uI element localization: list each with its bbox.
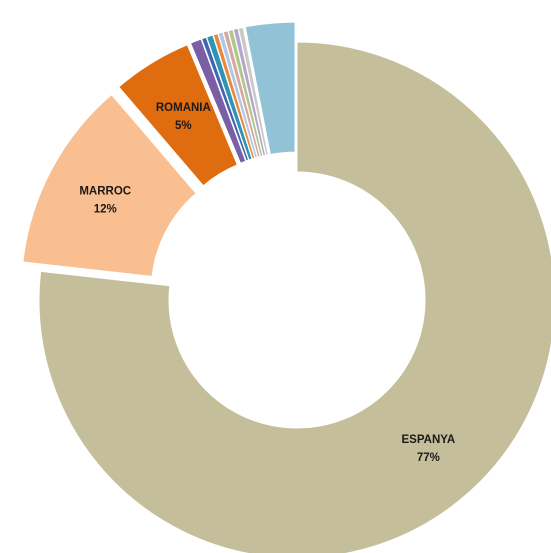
slice-percent-label: 12%: [94, 203, 117, 215]
slice-category-label: ESPANYA: [402, 434, 456, 446]
slice-category-label: MARROC: [79, 185, 131, 197]
slice-percent-label: 77%: [417, 452, 440, 464]
slice-category-label: ROMANIA: [156, 102, 211, 114]
slice-percent-label: 5%: [175, 120, 192, 132]
